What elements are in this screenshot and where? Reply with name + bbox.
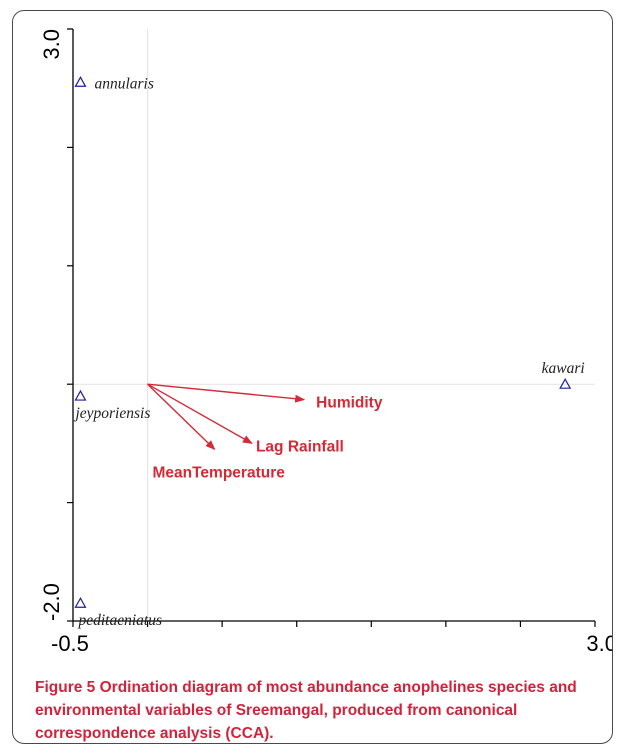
y-tick-label: -2.0 [39, 583, 64, 621]
vector-arrow [147, 383, 253, 445]
species-label: kawari [542, 360, 585, 377]
species-marker [74, 76, 87, 87]
caption-text: Ordination diagram of most abundance ano… [35, 679, 577, 742]
species-marker [74, 389, 87, 401]
figure-label: Figure 5 [35, 679, 96, 696]
y-tick-label: 3.0 [39, 29, 64, 60]
species-points: annularis kawari jeyporiensis peditaeniatus [73, 75, 584, 629]
species-marker [559, 377, 572, 389]
species-label: jeyporiensis [73, 405, 150, 422]
species-label: annularis [94, 75, 153, 92]
figure-frame: -2.0 3.0 -0.5 3.0 Humidity Lag Rainfall MeanT… [12, 10, 613, 744]
vector-label: Lag Rainfall [256, 438, 344, 455]
x-tick-label: -0.5 [51, 631, 89, 656]
vector-label: MeanTemperature [152, 464, 285, 481]
vector-arrow [147, 383, 306, 403]
vector-arrow [147, 383, 216, 451]
figure-caption: Figure 5 Ordination diagram of most abun… [35, 676, 610, 743]
plot-axes [72, 29, 595, 622]
species-label: peditaeniatus [77, 612, 162, 629]
vector-label: Humidity [316, 395, 383, 412]
zero-lines [73, 29, 595, 621]
species-marker [74, 597, 87, 608]
environmental-vectors: Humidity Lag Rainfall MeanTemperature [147, 383, 383, 481]
x-tick-label: 3.0 [586, 631, 613, 656]
axis-ticks: -2.0 3.0 -0.5 3.0 [39, 28, 613, 656]
cca-ordination-plot: -2.0 3.0 -0.5 3.0 Humidity Lag Rainfall MeanT… [39, 28, 613, 656]
